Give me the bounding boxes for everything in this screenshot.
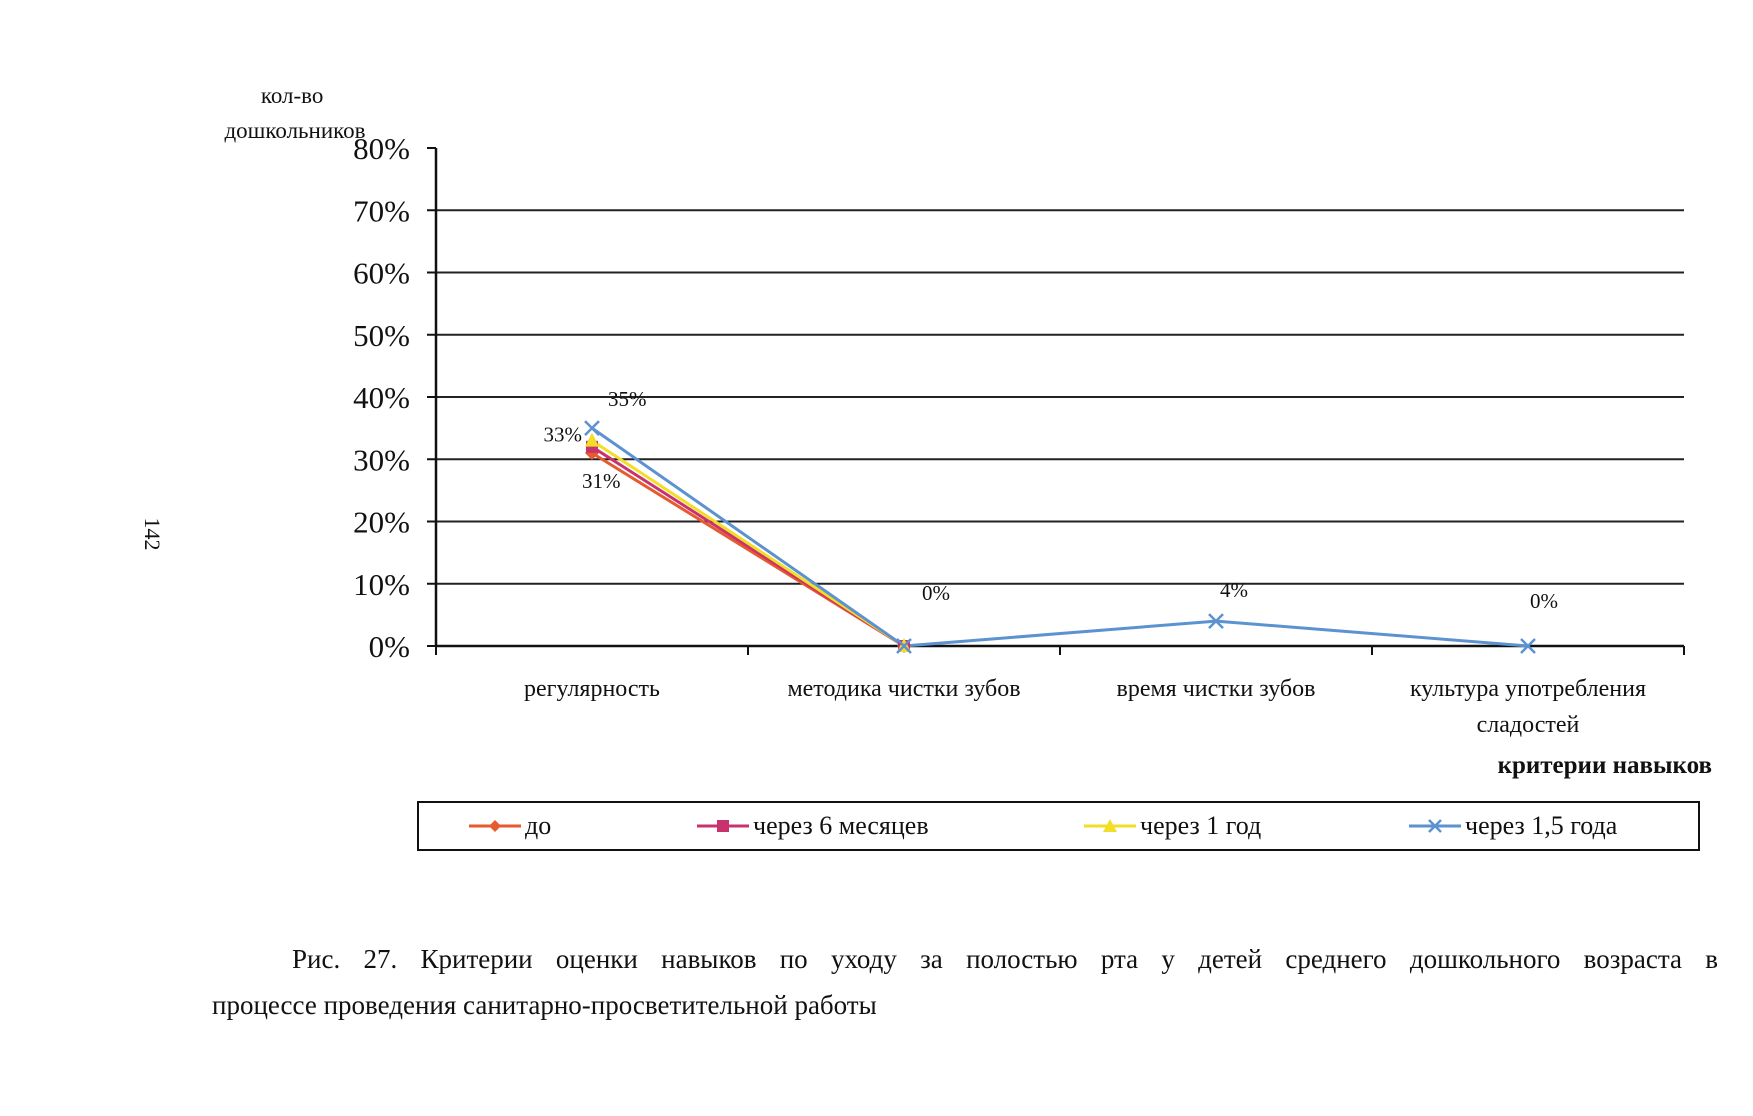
y-tick-label: 20% xyxy=(353,505,410,540)
data-label: 35% xyxy=(608,387,647,411)
caption-line-1: Рис. 27. Критерии оценки навыков по уход… xyxy=(292,944,1718,974)
y-tick-label: 50% xyxy=(353,318,410,353)
data-point-series-4 xyxy=(896,638,912,654)
data-point-series-3 xyxy=(585,432,599,447)
data-point-series-4 xyxy=(584,420,600,437)
y-axis-label-line-2: дошкольников xyxy=(224,118,365,143)
y-axis-label-line-1: кол-во xyxy=(261,83,324,108)
category-label: регулярность xyxy=(524,676,660,702)
data-label: 31% xyxy=(582,469,621,493)
square-marker-icon xyxy=(697,820,749,832)
data-labels: 35% 33% 31% 0% 4% 0% xyxy=(544,387,1559,613)
series-markers xyxy=(584,420,1536,654)
data-label: 0% xyxy=(1530,589,1558,613)
figure-caption: Рис. 27. Критерии оценки навыков по уход… xyxy=(212,936,1718,1029)
data-point-series-4 xyxy=(1520,638,1536,654)
data-label: 4% xyxy=(1220,578,1248,602)
data-label: 33% xyxy=(544,423,583,447)
caption-line-2: процессе проведения санитарно-просветите… xyxy=(212,990,877,1021)
series-lines xyxy=(591,426,1529,648)
y-tick-label: 10% xyxy=(353,567,410,602)
legend-item-1-year: через 1 год xyxy=(1084,803,1261,849)
category-label: методика чистки зубов xyxy=(787,676,1020,702)
y-axis-label: кол-во дошкольников xyxy=(224,83,365,143)
y-tick-label: 60% xyxy=(353,256,410,291)
y-tick-label: 0% xyxy=(369,629,410,664)
legend-label: через 1 год xyxy=(1140,811,1262,840)
x-marker-icon xyxy=(1409,819,1461,833)
legend-label: до xyxy=(525,811,552,840)
legend-item-6-months: через 6 месяцев xyxy=(697,803,929,849)
data-point-series-4 xyxy=(1208,613,1224,629)
series-line-4 xyxy=(591,426,1529,648)
legend-label: через 6 месяцев xyxy=(753,811,929,840)
category-label: сладостей xyxy=(1477,712,1580,738)
y-tick-label: 30% xyxy=(353,442,410,477)
y-tick-labels: 0% 10% 20% 30% 40% 50% 60% 70% 80% xyxy=(353,131,410,664)
diamond-marker-icon xyxy=(469,820,521,832)
legend-label: через 1,5 года xyxy=(1465,811,1618,840)
series-line-3 xyxy=(591,439,905,648)
category-label: культура употребления xyxy=(1410,676,1646,702)
triangle-marker-icon xyxy=(1084,819,1136,832)
legend-item-do: до xyxy=(469,803,551,849)
category-label: время чистки зубов xyxy=(1117,676,1316,702)
y-tick-label: 40% xyxy=(353,380,410,415)
axes xyxy=(427,147,1685,655)
legend: до через 6 месяцев через 1 год через 1,5… xyxy=(417,801,1700,851)
legend-item-1-5-years: через 1,5 года xyxy=(1409,803,1617,849)
gridlines xyxy=(436,209,1684,585)
category-labels: регулярность методика чистки зубов время ч… xyxy=(524,676,1646,738)
data-label: 0% xyxy=(922,581,950,605)
line-chart: 0% 10% 20% 30% 40% 50% 60% 70% 80% регулярность м… xyxy=(224,83,1712,779)
y-tick-label: 80% xyxy=(353,131,410,166)
y-tick-label: 70% xyxy=(353,193,410,228)
x-axis-label: критерии навыков xyxy=(1498,752,1712,779)
